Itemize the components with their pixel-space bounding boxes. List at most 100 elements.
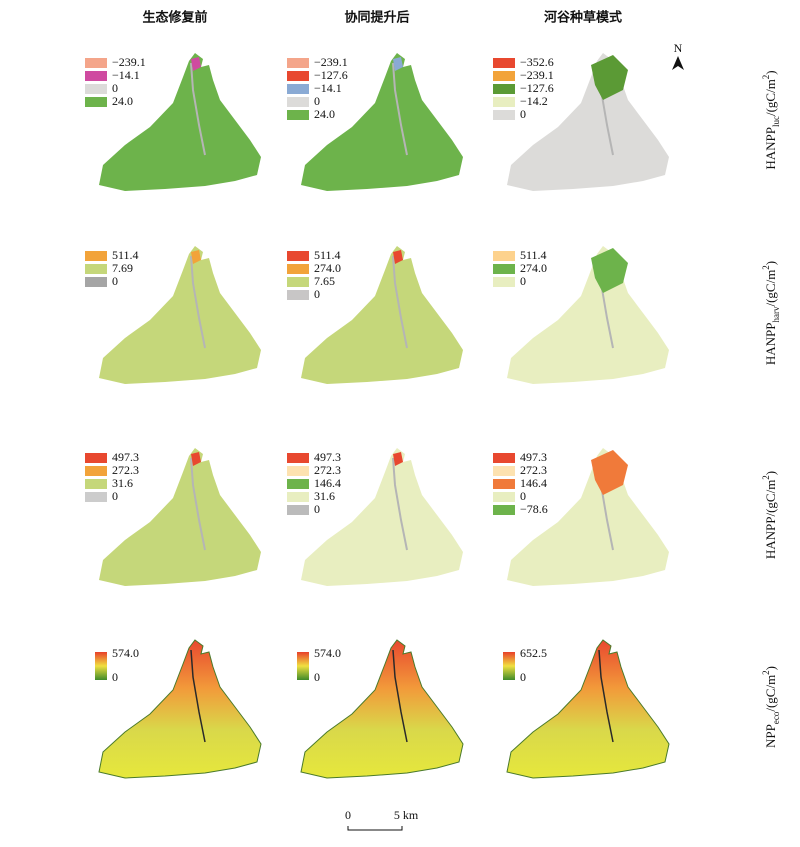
legend-swatch xyxy=(85,97,107,107)
map-patch xyxy=(393,250,403,264)
legend-swatch xyxy=(287,453,309,463)
map-area xyxy=(300,639,464,779)
map-patch xyxy=(393,57,403,71)
row-label: HANPPharv/(gC/m2) xyxy=(761,261,781,365)
column-title: 协同提升后 xyxy=(344,10,409,26)
legend-label: −14.1 xyxy=(314,81,342,95)
legend-label: 31.6 xyxy=(112,476,133,490)
legend-label: −239.1 xyxy=(314,55,348,69)
map-area xyxy=(506,639,670,779)
scale-bar: 0 5 km xyxy=(345,808,419,831)
legend-swatch xyxy=(493,277,515,287)
row-label-unit: /(gC/m xyxy=(763,270,778,307)
legend-swatch xyxy=(85,264,107,274)
row-label-main: HANPP xyxy=(763,323,778,366)
legend-swatch xyxy=(287,58,309,68)
river xyxy=(190,457,206,551)
map-area xyxy=(99,53,261,191)
legend-label: 7.65 xyxy=(314,274,335,288)
legend-max: 574.0 xyxy=(314,646,341,660)
legend-swatch xyxy=(85,453,107,463)
legend-label: 31.6 xyxy=(314,489,335,503)
legend-min: 0 xyxy=(520,670,526,684)
legend-label: −127.6 xyxy=(520,81,554,95)
legend-label: −127.6 xyxy=(314,68,348,82)
legend-label: 24.0 xyxy=(112,94,133,108)
legend-swatch xyxy=(287,479,309,489)
legend-label: 497.3 xyxy=(112,450,139,464)
legend-swatch xyxy=(287,71,309,81)
row-label-close: ) xyxy=(763,471,778,475)
map-patch xyxy=(393,452,403,466)
map-patch xyxy=(191,250,201,264)
legend-swatch xyxy=(493,492,515,502)
map-patch xyxy=(191,57,201,71)
legend-swatch xyxy=(287,97,309,107)
map-area xyxy=(301,53,463,191)
legend-swatch xyxy=(493,97,515,107)
map-patch xyxy=(591,248,628,293)
map-panel: 574.00 xyxy=(95,639,262,779)
legend-label: 274.0 xyxy=(314,261,341,275)
row-label-close: ) xyxy=(763,70,778,74)
row-label-main: HANPP xyxy=(763,517,778,560)
map-panel: 574.00 xyxy=(297,639,464,779)
legend-label: 0 xyxy=(112,274,118,288)
legend-label: 0 xyxy=(112,81,118,95)
map-area xyxy=(507,448,669,586)
row-label-unit: /(gC/m xyxy=(763,675,778,712)
row-label-sup: 2 xyxy=(761,265,771,270)
row-label-main: HANPP xyxy=(763,127,778,170)
legend-swatch xyxy=(287,505,309,515)
legend-swatch xyxy=(85,71,107,81)
river xyxy=(190,649,206,743)
legend-swatch xyxy=(287,110,309,120)
legend-label: 511.4 xyxy=(520,248,547,262)
row-label-close: ) xyxy=(763,666,778,670)
legend-label: 511.4 xyxy=(314,248,341,262)
legend-swatch xyxy=(85,466,107,476)
legend-swatch xyxy=(287,492,309,502)
row-label-sub: luc xyxy=(771,116,781,127)
north-arrow: N xyxy=(672,41,684,70)
legend-label: −78.6 xyxy=(520,502,548,516)
river xyxy=(190,62,206,156)
legend-label: 272.3 xyxy=(520,463,547,477)
legend-label: −239.1 xyxy=(112,55,146,69)
legend-label: 274.0 xyxy=(520,261,547,275)
legend-swatch xyxy=(493,58,515,68)
map-patch xyxy=(591,450,628,495)
legend-max: 574.0 xyxy=(112,646,139,660)
row-label: NPPeco/(gC/m2) xyxy=(761,666,781,748)
column-title: 生态修复前 xyxy=(142,10,207,26)
row-label-sub: eco xyxy=(771,711,781,724)
map-area xyxy=(99,246,261,384)
row-label-sub: harv xyxy=(771,306,781,322)
row-label-main: NPP xyxy=(763,724,778,748)
legend-gradient xyxy=(297,652,309,680)
map-area xyxy=(301,246,463,384)
legend-label: 0 xyxy=(314,287,320,301)
legend-swatch xyxy=(493,466,515,476)
legend-swatch xyxy=(287,290,309,300)
row-label-unit: /(gC/m xyxy=(763,79,778,116)
map-area xyxy=(98,639,262,779)
river xyxy=(392,457,408,551)
legend-label: 511.4 xyxy=(112,248,139,262)
row-label: HANPPluc/(gC/m2) xyxy=(761,70,781,169)
legend-label: 497.3 xyxy=(314,450,341,464)
legend-min: 0 xyxy=(314,670,320,684)
row-label-close: ) xyxy=(763,261,778,265)
legend-max: 652.5 xyxy=(520,646,547,660)
legend-swatch xyxy=(287,84,309,94)
legend-swatch xyxy=(493,71,515,81)
legend-swatch xyxy=(85,479,107,489)
legend-swatch xyxy=(85,492,107,502)
legend-label: 0 xyxy=(520,107,526,121)
legend-label: 272.3 xyxy=(314,463,341,477)
